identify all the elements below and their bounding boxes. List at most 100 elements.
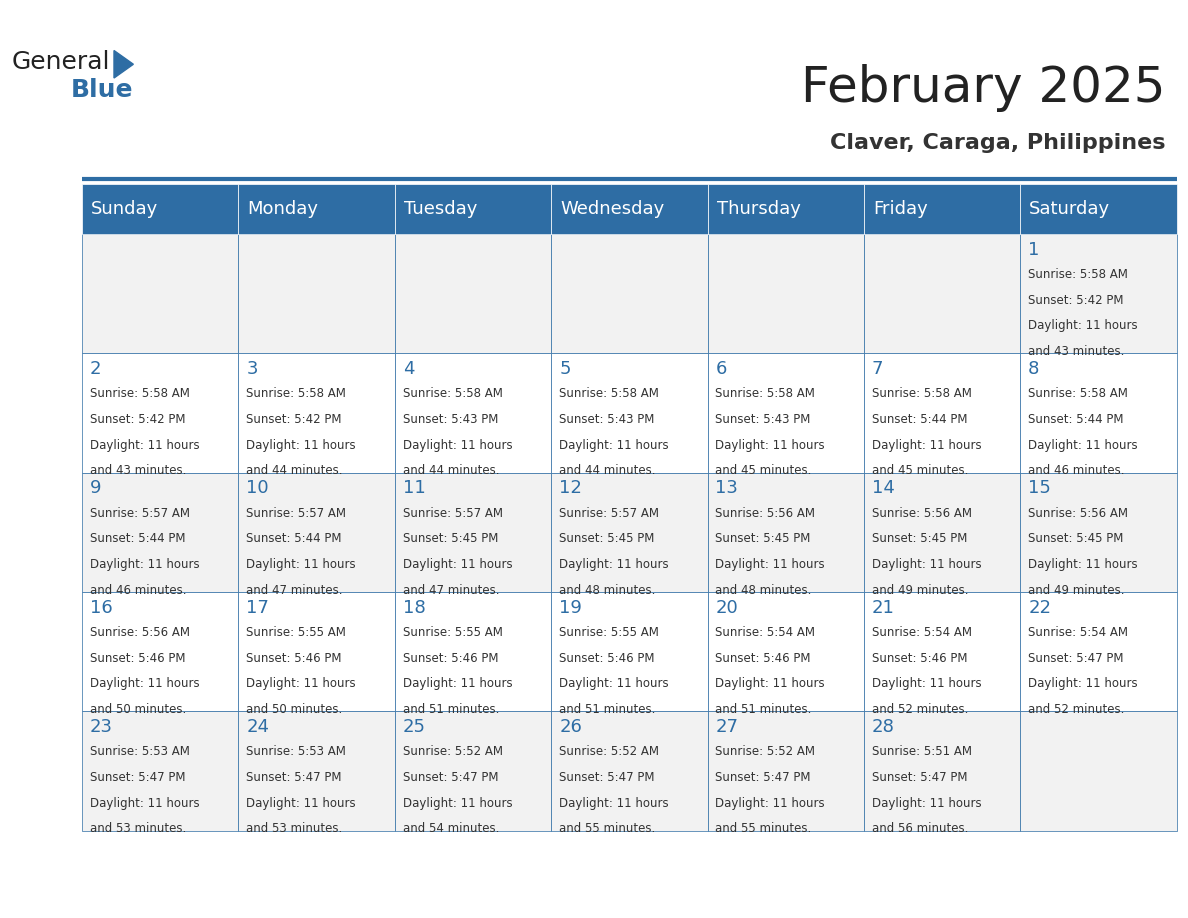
Text: Sunset: 5:42 PM: Sunset: 5:42 PM <box>1029 294 1124 307</box>
Text: Sunrise: 5:56 AM: Sunrise: 5:56 AM <box>872 507 972 520</box>
Bar <box>708 711 864 831</box>
Text: and 49 minutes.: and 49 minutes. <box>1029 584 1125 597</box>
Text: 15: 15 <box>1029 479 1051 498</box>
Text: Daylight: 11 hours: Daylight: 11 hours <box>403 677 512 690</box>
Text: Sunset: 5:43 PM: Sunset: 5:43 PM <box>560 413 655 426</box>
Text: and 55 minutes.: and 55 minutes. <box>715 823 811 835</box>
Text: Sunrise: 5:58 AM: Sunrise: 5:58 AM <box>246 387 346 400</box>
Text: Claver, Caraga, Philippines: Claver, Caraga, Philippines <box>829 133 1165 153</box>
Bar <box>82 353 239 473</box>
Text: 9: 9 <box>90 479 101 498</box>
Text: 25: 25 <box>403 718 425 736</box>
Text: Blue: Blue <box>71 78 133 102</box>
Text: Sunset: 5:44 PM: Sunset: 5:44 PM <box>872 413 967 426</box>
Text: Sunrise: 5:52 AM: Sunrise: 5:52 AM <box>560 745 659 758</box>
Text: Sunrise: 5:56 AM: Sunrise: 5:56 AM <box>1029 507 1129 520</box>
Text: Sunset: 5:45 PM: Sunset: 5:45 PM <box>403 532 498 545</box>
Text: and 53 minutes.: and 53 minutes. <box>246 823 342 835</box>
Text: 1: 1 <box>1029 241 1040 259</box>
Text: Daylight: 11 hours: Daylight: 11 hours <box>560 439 669 452</box>
Text: 13: 13 <box>715 479 739 498</box>
Bar <box>394 711 551 831</box>
Text: 11: 11 <box>403 479 425 498</box>
Text: 27: 27 <box>715 718 739 736</box>
Text: and 43 minutes.: and 43 minutes. <box>90 465 187 477</box>
Text: 18: 18 <box>403 599 425 617</box>
Text: Sunrise: 5:53 AM: Sunrise: 5:53 AM <box>90 745 190 758</box>
Bar <box>864 234 1020 353</box>
Text: and 43 minutes.: and 43 minutes. <box>1029 345 1125 358</box>
Text: and 46 minutes.: and 46 minutes. <box>1029 465 1125 477</box>
Text: Sunrise: 5:58 AM: Sunrise: 5:58 AM <box>403 387 503 400</box>
Text: Sunset: 5:43 PM: Sunset: 5:43 PM <box>715 413 811 426</box>
Text: Sunrise: 5:52 AM: Sunrise: 5:52 AM <box>715 745 815 758</box>
Text: 4: 4 <box>403 360 415 378</box>
Text: Sunrise: 5:57 AM: Sunrise: 5:57 AM <box>246 507 347 520</box>
Text: Sunset: 5:46 PM: Sunset: 5:46 PM <box>403 652 498 665</box>
Text: 26: 26 <box>560 718 582 736</box>
Bar <box>239 711 394 831</box>
Text: and 47 minutes.: and 47 minutes. <box>246 584 343 597</box>
Text: Daylight: 11 hours: Daylight: 11 hours <box>90 797 200 810</box>
Bar <box>82 592 239 711</box>
Text: Daylight: 11 hours: Daylight: 11 hours <box>1029 439 1138 452</box>
Text: Daylight: 11 hours: Daylight: 11 hours <box>90 558 200 571</box>
Text: and 50 minutes.: and 50 minutes. <box>246 703 342 716</box>
Text: Sunrise: 5:52 AM: Sunrise: 5:52 AM <box>403 745 503 758</box>
Text: Sunrise: 5:54 AM: Sunrise: 5:54 AM <box>1029 626 1129 639</box>
Text: and 51 minutes.: and 51 minutes. <box>715 703 811 716</box>
Text: Daylight: 11 hours: Daylight: 11 hours <box>872 797 981 810</box>
Text: and 54 minutes.: and 54 minutes. <box>403 823 499 835</box>
Bar <box>82 184 239 234</box>
Text: Sunset: 5:46 PM: Sunset: 5:46 PM <box>872 652 967 665</box>
Bar <box>551 353 708 473</box>
Text: and 44 minutes.: and 44 minutes. <box>560 465 656 477</box>
Text: Sunrise: 5:58 AM: Sunrise: 5:58 AM <box>1029 387 1129 400</box>
Text: and 56 minutes.: and 56 minutes. <box>872 823 968 835</box>
Text: Daylight: 11 hours: Daylight: 11 hours <box>403 797 512 810</box>
Bar <box>864 184 1020 234</box>
Text: Sunset: 5:47 PM: Sunset: 5:47 PM <box>560 771 655 784</box>
Text: February 2025: February 2025 <box>801 64 1165 112</box>
Bar <box>1020 234 1176 353</box>
Text: and 48 minutes.: and 48 minutes. <box>715 584 811 597</box>
Text: Sunrise: 5:54 AM: Sunrise: 5:54 AM <box>715 626 815 639</box>
Bar <box>708 184 864 234</box>
Text: Sunset: 5:47 PM: Sunset: 5:47 PM <box>1029 652 1124 665</box>
Bar <box>82 473 239 592</box>
Text: and 45 minutes.: and 45 minutes. <box>715 465 811 477</box>
Bar <box>551 234 708 353</box>
Text: Daylight: 11 hours: Daylight: 11 hours <box>1029 677 1138 690</box>
Text: Sunset: 5:44 PM: Sunset: 5:44 PM <box>1029 413 1124 426</box>
Text: Daylight: 11 hours: Daylight: 11 hours <box>90 677 200 690</box>
Bar <box>708 592 864 711</box>
Text: 3: 3 <box>246 360 258 378</box>
Text: Sunset: 5:45 PM: Sunset: 5:45 PM <box>872 532 967 545</box>
Text: Sunrise: 5:58 AM: Sunrise: 5:58 AM <box>1029 268 1129 281</box>
Text: and 45 minutes.: and 45 minutes. <box>872 465 968 477</box>
Text: Sunrise: 5:56 AM: Sunrise: 5:56 AM <box>90 626 190 639</box>
Text: Sunset: 5:44 PM: Sunset: 5:44 PM <box>90 532 185 545</box>
Text: Sunset: 5:46 PM: Sunset: 5:46 PM <box>90 652 185 665</box>
Bar <box>239 184 394 234</box>
Bar <box>864 353 1020 473</box>
Text: Sunrise: 5:53 AM: Sunrise: 5:53 AM <box>246 745 346 758</box>
Bar <box>82 234 239 353</box>
Text: and 44 minutes.: and 44 minutes. <box>403 465 499 477</box>
Text: Tuesday: Tuesday <box>404 200 478 218</box>
Text: Daylight: 11 hours: Daylight: 11 hours <box>560 797 669 810</box>
Text: Daylight: 11 hours: Daylight: 11 hours <box>246 797 356 810</box>
Text: 28: 28 <box>872 718 895 736</box>
Polygon shape <box>114 50 133 78</box>
Text: Daylight: 11 hours: Daylight: 11 hours <box>90 439 200 452</box>
Bar <box>864 473 1020 592</box>
Bar <box>394 234 551 353</box>
Bar <box>394 473 551 592</box>
Text: 7: 7 <box>872 360 884 378</box>
Text: Sunrise: 5:58 AM: Sunrise: 5:58 AM <box>90 387 190 400</box>
Text: Sunset: 5:46 PM: Sunset: 5:46 PM <box>715 652 811 665</box>
Text: Sunset: 5:45 PM: Sunset: 5:45 PM <box>1029 532 1124 545</box>
Text: Sunrise: 5:57 AM: Sunrise: 5:57 AM <box>560 507 659 520</box>
Text: 14: 14 <box>872 479 895 498</box>
Text: Daylight: 11 hours: Daylight: 11 hours <box>246 677 356 690</box>
